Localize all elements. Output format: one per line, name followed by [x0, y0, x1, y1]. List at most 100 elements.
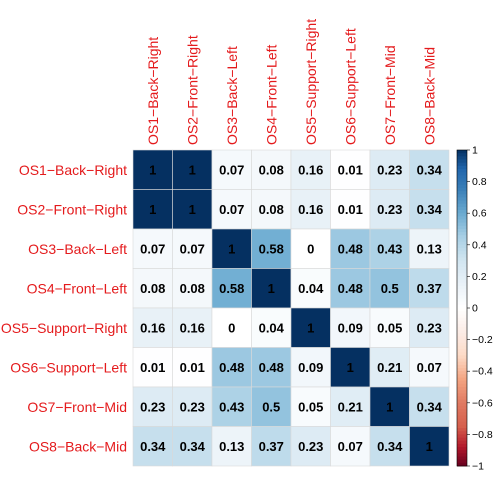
column-label: OS8−Back−Mid — [421, 47, 437, 145]
colorbar-segment — [457, 339, 467, 344]
heatmap-cell — [132, 228, 173, 269]
colorbar-segment — [457, 276, 467, 280]
colorbar-segment — [457, 412, 467, 416]
colorbar-segment — [457, 191, 467, 195]
colorbar-segment — [457, 440, 467, 445]
cell-value-label: 0.16 — [140, 320, 165, 335]
heatmap-cell — [330, 347, 371, 388]
colorbar-segment — [457, 292, 467, 296]
row-labels: OS1−Back−Right OS2−Front−Right OS3−Back−Le… — [1, 162, 127, 455]
colorbar-segment — [457, 330, 467, 334]
colorbar-segment — [457, 279, 467, 284]
cell-value-label: 0.01 — [140, 360, 165, 375]
heatmap-cell — [211, 149, 252, 190]
heatmap-cell — [409, 149, 450, 190]
cell-value-label: 0.5 — [262, 399, 280, 414]
colorbar-segment — [457, 352, 467, 356]
cell-value-label: 0.16 — [180, 320, 205, 335]
column-label: OS5−Support−Right — [303, 19, 319, 145]
heatmap-cell — [409, 386, 450, 427]
heatmap-cell — [330, 149, 371, 190]
column-labels: OS1−Back−Right OS2−Front−Right OS3−Back−Le… — [145, 19, 438, 145]
colorbar-tick-label: 1 — [472, 145, 478, 157]
cell-value-label: 0.05 — [377, 320, 402, 335]
colorbar-segment — [457, 409, 467, 413]
cell-value-label: 0.21 — [338, 399, 363, 414]
colorbar-segment — [457, 368, 467, 372]
column-label: OS7−Front−Mid — [382, 45, 398, 145]
colorbar-segment — [457, 219, 467, 224]
row-label: OS2−Front−Right — [17, 201, 127, 217]
heatmap-cell — [409, 347, 450, 388]
cell-value-label: 1 — [307, 320, 314, 335]
cell-value-label: 1 — [426, 439, 433, 454]
heatmap-cell — [132, 426, 173, 467]
heatmap-cell — [211, 386, 252, 427]
cell-value-label: 1 — [347, 360, 354, 375]
heatmap-cell — [330, 228, 371, 269]
colorbar-segment — [457, 355, 467, 359]
heatmap-cell — [172, 426, 213, 467]
colorbar-segment — [457, 349, 467, 353]
colorbar-segment — [457, 254, 467, 258]
colorbar-segment — [457, 456, 467, 461]
row-label: OS4−Front−Left — [27, 280, 128, 296]
colorbar-segment — [457, 181, 467, 186]
cell-value-label: 0 — [307, 241, 314, 256]
cell-value-label: 0.08 — [259, 162, 284, 177]
colorbar-tick-label: −0.2 — [472, 334, 493, 346]
column-label: OS1−Back−Right — [145, 37, 161, 145]
cell-value-label: 0.34 — [140, 439, 166, 454]
heatmap-cell — [290, 307, 331, 348]
cell-value-label: 0.13 — [219, 439, 244, 454]
cell-value-label: 0.21 — [377, 360, 402, 375]
heatmap-cell — [290, 386, 331, 427]
colorbar-segment — [457, 333, 467, 337]
heatmap-cell — [369, 268, 410, 309]
colorbar-segment — [457, 453, 467, 457]
cell-value-label: 0.58 — [219, 281, 244, 296]
heatmap-cell — [369, 307, 410, 348]
heatmap-cell — [330, 386, 371, 427]
heatmap-value-labels: 1 1 0.07 0.08 0.16 0.01 0.23 0.34 1 1 0.07 0.08 0.16… — [140, 162, 443, 454]
colorbar-segment — [457, 197, 467, 201]
colorbar-segment — [457, 387, 467, 391]
colorbar-segment — [457, 210, 467, 214]
colorbar-segment — [457, 222, 467, 227]
colorbar-segment — [457, 229, 467, 233]
colorbar-segment — [457, 443, 467, 448]
heatmap-cell — [409, 426, 450, 467]
colorbar-segment — [457, 424, 467, 429]
colorbar-segment — [457, 232, 467, 236]
colorbar-segment — [457, 342, 467, 347]
cell-value-label: 0.04 — [298, 281, 324, 296]
cell-value-label: 0.08 — [259, 202, 284, 217]
cell-value-label: 0.34 — [180, 439, 206, 454]
colorbar-segment — [457, 374, 467, 378]
cell-value-label: 0.05 — [298, 399, 323, 414]
cell-value-label: 1 — [189, 162, 196, 177]
colorbar-segment — [457, 216, 467, 220]
cell-value-label: 0.5 — [381, 281, 399, 296]
colorbar-tick-label: 0.6 — [472, 208, 487, 220]
colorbar-segment — [457, 418, 467, 423]
heatmap-cell — [409, 307, 450, 348]
cell-value-label: 1 — [149, 162, 156, 177]
colorbar-segment — [457, 247, 467, 252]
cell-value-label: 0.43 — [377, 241, 402, 256]
colorbar-segment — [457, 244, 467, 249]
colorbar-segment — [457, 304, 467, 309]
cell-value-label: 1 — [386, 399, 393, 414]
heatmap-cell — [290, 268, 331, 309]
row-label: OS1−Back−Right — [19, 162, 127, 178]
heatmap-cell — [251, 426, 292, 467]
colorbar-segment — [457, 206, 467, 211]
colorbar-segment — [457, 361, 467, 366]
colorbar-segment — [457, 314, 467, 318]
heatmap-cell — [290, 228, 331, 269]
colorbar-segment — [457, 241, 467, 246]
colorbar-segment — [457, 431, 467, 435]
cell-value-label: 0.37 — [259, 439, 284, 454]
colorbar-segment — [457, 153, 467, 157]
